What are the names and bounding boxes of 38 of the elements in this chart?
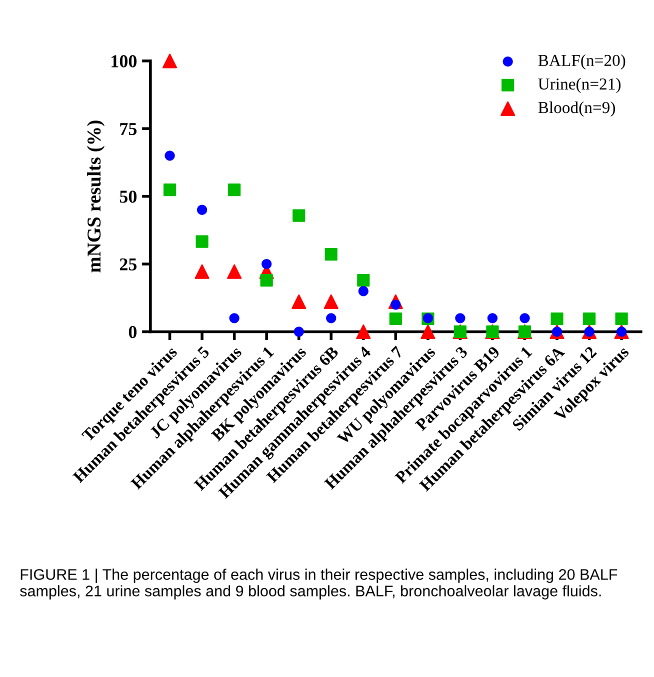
y-tick-label: 50 bbox=[120, 190, 137, 203]
point bbox=[356, 324, 371, 340]
point bbox=[582, 312, 596, 326]
legend-label: Blood(n=9) bbox=[538, 101, 615, 117]
point bbox=[487, 313, 498, 324]
point bbox=[164, 150, 175, 161]
point bbox=[196, 235, 208, 248]
point bbox=[163, 184, 176, 196]
point bbox=[294, 326, 304, 337]
point bbox=[227, 264, 242, 279]
point bbox=[260, 274, 273, 287]
point bbox=[615, 312, 628, 326]
point bbox=[292, 294, 306, 309]
point bbox=[326, 313, 336, 324]
point bbox=[324, 248, 338, 261]
point bbox=[455, 313, 466, 324]
point bbox=[228, 184, 241, 196]
point bbox=[292, 209, 306, 222]
legend-label: Urine(n=21) bbox=[538, 78, 621, 94]
point bbox=[196, 204, 208, 215]
y-tick-label: 100 bbox=[112, 55, 137, 68]
legend-label: BALF(n=20) bbox=[538, 54, 626, 70]
point bbox=[324, 294, 338, 309]
point bbox=[229, 313, 240, 324]
point bbox=[358, 286, 368, 296]
y-axis-title: mNGS results (%) bbox=[86, 120, 105, 272]
y-tick-label: 0 bbox=[128, 326, 137, 338]
caption: FIGURE 1 | The percentage of each virus in their respective samples, including 20 BALF samples, 21 urine samples and 9 blood samples. BALF, bronchoalveolar lavage fluids. bbox=[20, 568, 618, 600]
point bbox=[520, 313, 530, 324]
y-tick-label: 75 bbox=[120, 123, 137, 136]
point bbox=[162, 54, 178, 68]
point bbox=[262, 258, 272, 270]
point bbox=[550, 312, 564, 326]
point bbox=[357, 274, 370, 287]
point bbox=[420, 324, 436, 340]
point bbox=[194, 264, 210, 279]
y-tick-label: 25 bbox=[120, 258, 137, 270]
point bbox=[389, 312, 402, 326]
